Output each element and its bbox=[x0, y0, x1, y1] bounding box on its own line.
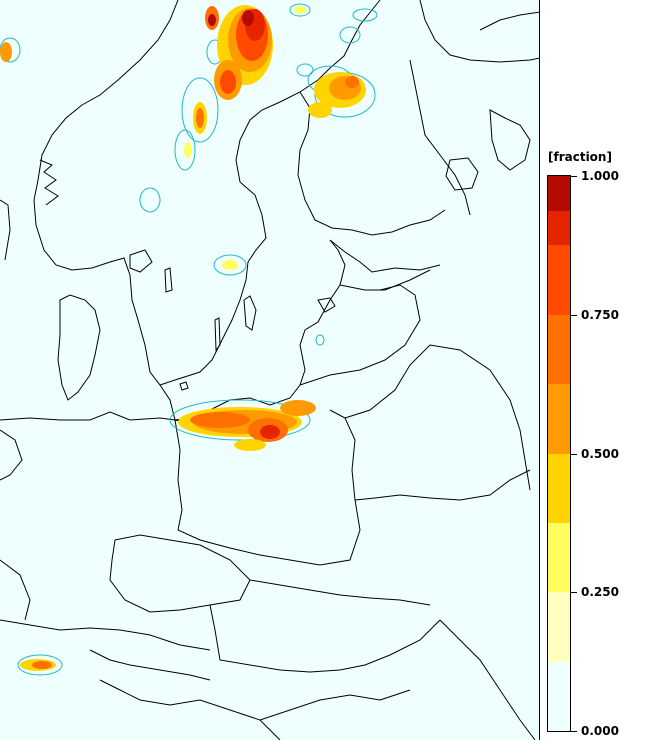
legend-tick-mark bbox=[571, 314, 577, 316]
denmark-coast bbox=[57, 294, 101, 401]
legend-swatch bbox=[548, 522, 570, 593]
legend-tick-mark bbox=[571, 453, 577, 455]
czech-border bbox=[109, 534, 251, 613]
romania-border bbox=[439, 619, 536, 740]
gotland-island bbox=[243, 295, 257, 331]
netherlands-coast bbox=[0, 429, 23, 481]
austria-border bbox=[0, 619, 211, 651]
legend-swatch bbox=[548, 314, 570, 385]
legend-tick-mark bbox=[571, 176, 577, 177]
map-frame-line bbox=[539, 0, 540, 740]
legend-unit-label: [fraction] bbox=[548, 150, 612, 164]
oland-island bbox=[214, 317, 221, 352]
north-sea-coast bbox=[0, 199, 11, 261]
europe-baltic-map bbox=[0, 0, 540, 740]
serbia-border bbox=[259, 689, 411, 721]
belarus-border bbox=[344, 344, 531, 491]
poland-border bbox=[174, 409, 361, 566]
latvia-border bbox=[339, 269, 431, 291]
color-legend: [fraction] 1.000 0.750 0.500 0.250 0.000 bbox=[540, 0, 669, 740]
scandinavia-coast bbox=[33, 0, 381, 386]
fraction-field bbox=[0, 5, 366, 671]
slovakia-border bbox=[249, 579, 431, 606]
finland-coast bbox=[297, 91, 446, 236]
lithuania-border bbox=[299, 284, 421, 386]
russia-finland-border bbox=[409, 59, 471, 216]
legend-swatch bbox=[548, 176, 570, 211]
slovenia-border bbox=[89, 649, 211, 681]
germany-north bbox=[0, 411, 176, 421]
legend-tick-mark bbox=[571, 592, 577, 594]
legend-tick-label: 1.000 bbox=[581, 169, 619, 183]
legend-tick-label: 0.750 bbox=[581, 307, 619, 322]
legend-tick-label: 0.250 bbox=[581, 585, 619, 600]
hungary-border bbox=[209, 604, 441, 673]
legend-swatch bbox=[548, 661, 570, 731]
croatia-border bbox=[99, 679, 281, 740]
ukraine-border bbox=[354, 469, 531, 501]
legend-tick-label: 0.000 bbox=[581, 724, 619, 738]
coastlines bbox=[0, 0, 540, 740]
vanern-lake bbox=[129, 249, 153, 273]
bornholm-island bbox=[179, 381, 189, 391]
legend-color-bar bbox=[547, 175, 571, 732]
legend-swatch bbox=[548, 453, 570, 523]
legend-swatch bbox=[548, 592, 570, 662]
saaremaa-island bbox=[317, 297, 336, 313]
baltics-coast bbox=[329, 239, 441, 273]
legend-swatch bbox=[548, 384, 570, 454]
legend-swatch bbox=[548, 210, 570, 246]
ladoga-lake bbox=[445, 157, 479, 191]
white-sea bbox=[489, 109, 531, 171]
legend-tick-mark bbox=[571, 731, 577, 732]
vattern-lake bbox=[164, 267, 173, 293]
legend-tick-label: 0.500 bbox=[581, 446, 619, 461]
russia-border bbox=[419, 0, 540, 63]
map-panel bbox=[0, 0, 540, 740]
germany-west-border bbox=[0, 559, 31, 621]
kola-coast bbox=[479, 11, 540, 31]
norway-fjords bbox=[39, 159, 59, 206]
legend-swatch bbox=[548, 245, 570, 315]
